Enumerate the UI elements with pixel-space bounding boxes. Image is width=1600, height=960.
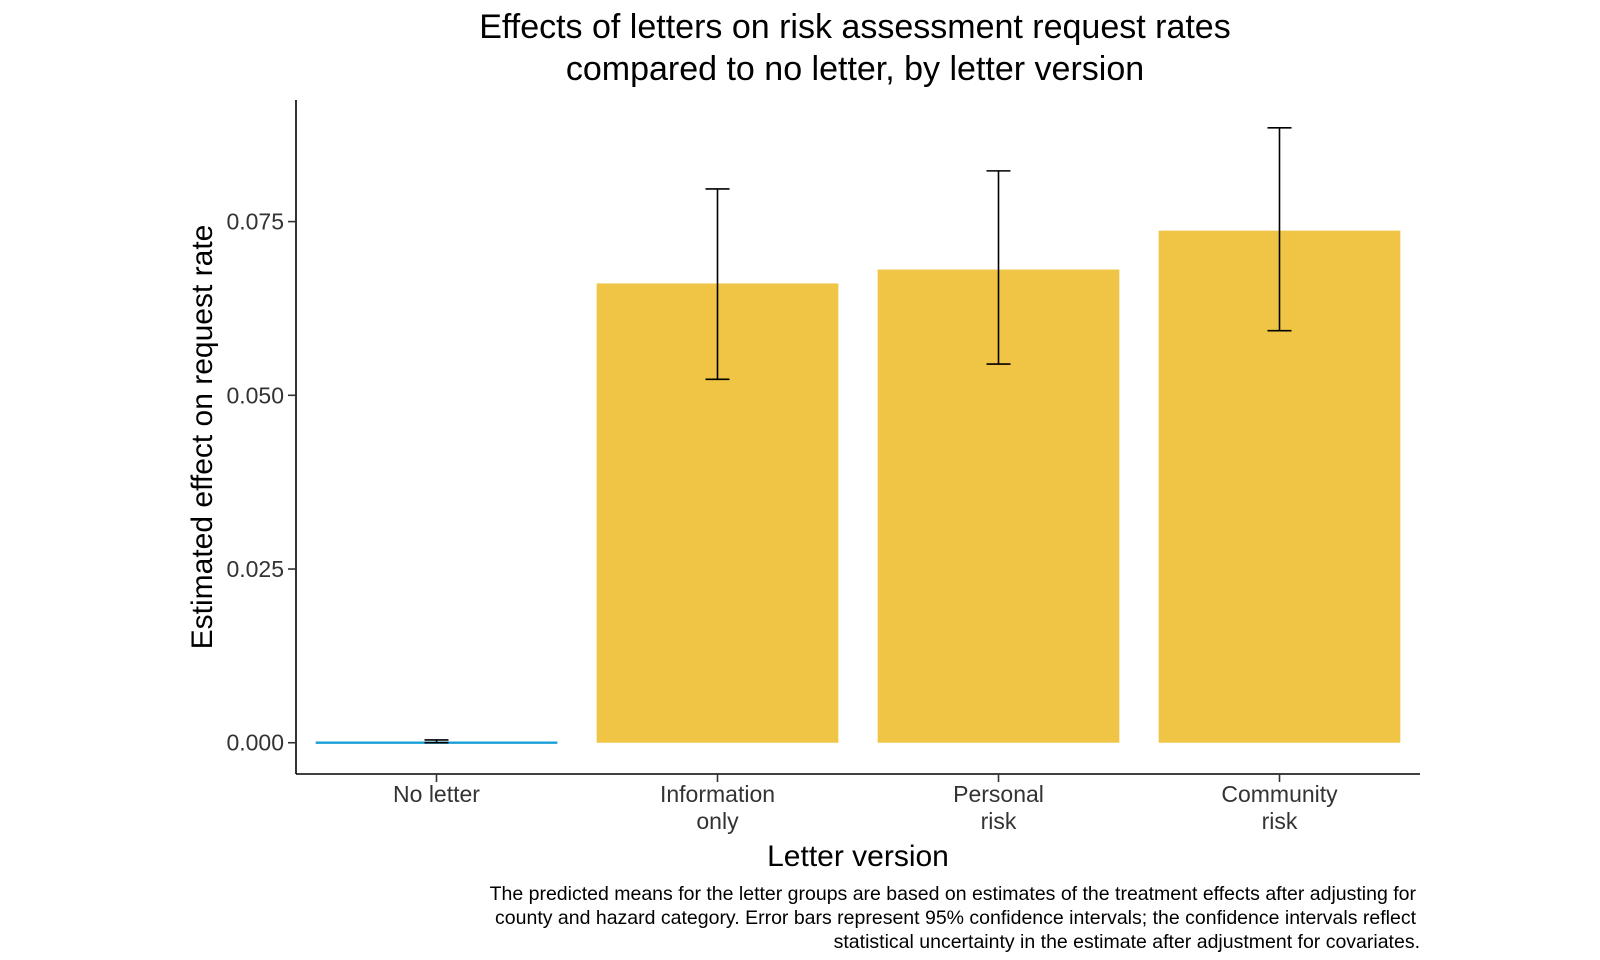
- caption-line-3: statistical uncertainty in the estimate …: [834, 931, 1420, 953]
- error-bar: [705, 188, 730, 381]
- bars-group: [315, 230, 1401, 744]
- x-axis-ticks: No letter InformationonlyPersonalriskComm…: [393, 774, 1338, 834]
- x-axis-title: Letter version: [767, 840, 949, 873]
- x-tick-label: risk: [1262, 808, 1298, 834]
- plot-area: 0.000 0.025 0.050 0.075 No letter Informatio…: [226, 100, 1420, 834]
- error-bar: [986, 170, 1011, 365]
- x-tick-label: No letter: [393, 781, 480, 807]
- chart-title-line-1: Effects of letters on risk assessment re…: [479, 8, 1230, 46]
- y-tick-label: 0.025: [226, 556, 284, 582]
- errorbars-group: [424, 126, 1292, 744]
- x-tick-label: only: [696, 808, 739, 834]
- error-bar: [424, 739, 449, 744]
- y-axis-ticks: 0.000 0.025 0.050 0.075: [226, 209, 296, 756]
- y-tick-label: 0.000: [226, 730, 284, 756]
- caption-line-2: county and hazard category. Error bars r…: [495, 907, 1417, 929]
- chart-title: Effects of letters on risk assessment re…: [479, 8, 1230, 88]
- y-tick-label: 0.075: [226, 209, 284, 235]
- caption-line-1: The predicted means for the letter group…: [490, 883, 1417, 905]
- x-tick-label: Personal: [953, 781, 1044, 807]
- y-tick-label: 0.050: [226, 382, 284, 408]
- chart-caption: The predicted means for the letter group…: [490, 883, 1420, 953]
- x-tick-label: Information: [660, 781, 775, 807]
- chart-title-line-2: compared to no letter, by letter version: [566, 50, 1144, 88]
- x-tick-label: Community: [1221, 781, 1338, 807]
- y-axis-title: Estimated effect on request rate: [186, 225, 219, 650]
- x-tick-label: risk: [981, 808, 1017, 834]
- error-bar: [1267, 126, 1292, 332]
